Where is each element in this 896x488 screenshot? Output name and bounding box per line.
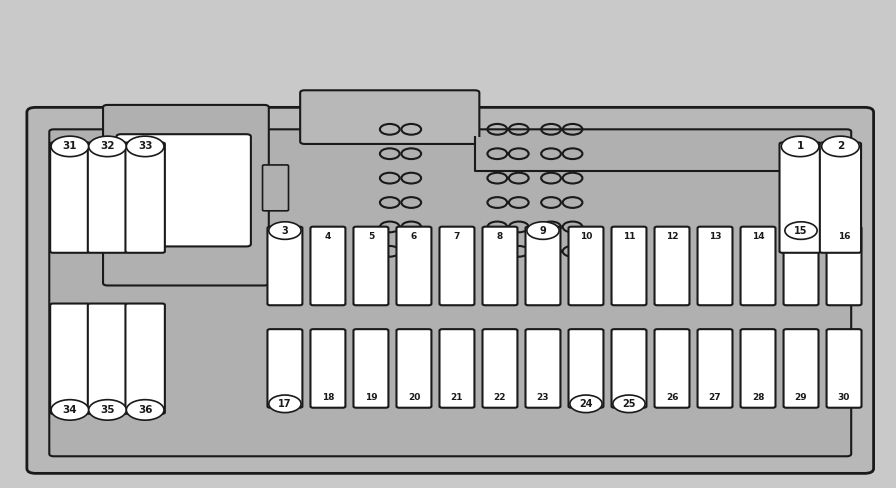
FancyBboxPatch shape (483, 329, 518, 408)
FancyBboxPatch shape (88, 304, 127, 414)
FancyBboxPatch shape (655, 226, 690, 305)
FancyBboxPatch shape (310, 226, 346, 305)
FancyBboxPatch shape (397, 226, 432, 305)
FancyBboxPatch shape (475, 137, 847, 171)
FancyBboxPatch shape (784, 329, 819, 408)
Circle shape (613, 395, 645, 413)
Text: 14: 14 (752, 232, 764, 242)
Text: 29: 29 (795, 393, 807, 402)
FancyBboxPatch shape (440, 329, 475, 408)
FancyBboxPatch shape (440, 226, 475, 305)
FancyBboxPatch shape (826, 226, 862, 305)
Circle shape (269, 222, 301, 240)
Text: 31: 31 (63, 142, 77, 151)
Text: 13: 13 (709, 232, 721, 242)
FancyBboxPatch shape (125, 304, 165, 414)
Circle shape (126, 400, 164, 420)
FancyBboxPatch shape (526, 226, 561, 305)
Circle shape (785, 222, 817, 240)
Text: 8: 8 (497, 232, 503, 242)
Text: 12: 12 (666, 232, 678, 242)
FancyBboxPatch shape (820, 142, 861, 253)
FancyBboxPatch shape (267, 226, 303, 305)
FancyBboxPatch shape (698, 226, 733, 305)
FancyBboxPatch shape (50, 142, 90, 253)
Text: 3: 3 (281, 225, 289, 236)
FancyBboxPatch shape (267, 329, 303, 408)
Text: 18: 18 (322, 393, 334, 402)
Circle shape (269, 395, 301, 413)
Circle shape (822, 136, 859, 157)
Text: 19: 19 (365, 393, 377, 402)
Text: 35: 35 (100, 405, 115, 415)
FancyBboxPatch shape (88, 142, 127, 253)
FancyBboxPatch shape (263, 165, 289, 211)
Text: 24: 24 (579, 399, 593, 409)
FancyBboxPatch shape (741, 329, 776, 408)
FancyBboxPatch shape (612, 226, 647, 305)
FancyBboxPatch shape (397, 329, 432, 408)
Text: 21: 21 (451, 393, 463, 402)
FancyBboxPatch shape (569, 329, 604, 408)
FancyBboxPatch shape (612, 329, 647, 408)
FancyBboxPatch shape (784, 226, 819, 305)
Text: 17: 17 (278, 399, 292, 409)
Text: 7: 7 (453, 232, 461, 242)
Circle shape (126, 136, 164, 157)
FancyBboxPatch shape (125, 142, 165, 253)
FancyBboxPatch shape (526, 329, 561, 408)
Text: 2: 2 (837, 142, 844, 151)
FancyBboxPatch shape (116, 134, 251, 246)
Text: 36: 36 (138, 405, 152, 415)
FancyBboxPatch shape (655, 329, 690, 408)
FancyBboxPatch shape (50, 304, 90, 414)
FancyBboxPatch shape (27, 107, 874, 473)
FancyBboxPatch shape (741, 226, 776, 305)
Text: 25: 25 (622, 399, 636, 409)
Text: 23: 23 (537, 393, 549, 402)
Text: 27: 27 (709, 393, 721, 402)
Text: 26: 26 (666, 393, 678, 402)
Text: 34: 34 (63, 405, 77, 415)
Text: 30: 30 (838, 393, 850, 402)
Circle shape (89, 136, 126, 157)
FancyBboxPatch shape (103, 105, 269, 285)
Circle shape (89, 400, 126, 420)
Text: 28: 28 (752, 393, 764, 402)
Circle shape (527, 222, 559, 240)
Text: 33: 33 (138, 142, 152, 151)
Circle shape (781, 136, 819, 157)
Text: 4: 4 (324, 232, 332, 242)
FancyBboxPatch shape (698, 329, 733, 408)
Circle shape (51, 400, 89, 420)
Text: 10: 10 (580, 232, 592, 242)
Text: 6: 6 (411, 232, 417, 242)
Text: 11: 11 (623, 232, 635, 242)
Text: 32: 32 (100, 142, 115, 151)
FancyBboxPatch shape (353, 226, 389, 305)
Text: 16: 16 (838, 232, 850, 242)
FancyBboxPatch shape (310, 329, 346, 408)
FancyBboxPatch shape (353, 329, 389, 408)
Text: 22: 22 (494, 393, 506, 402)
FancyBboxPatch shape (826, 329, 862, 408)
Text: 1: 1 (797, 142, 804, 151)
Circle shape (570, 395, 602, 413)
FancyBboxPatch shape (483, 226, 518, 305)
FancyBboxPatch shape (49, 129, 851, 456)
Text: 5: 5 (368, 232, 374, 242)
Text: 9: 9 (539, 225, 547, 236)
FancyBboxPatch shape (569, 226, 604, 305)
Text: 15: 15 (794, 225, 808, 236)
FancyBboxPatch shape (780, 142, 821, 253)
Text: 20: 20 (408, 393, 420, 402)
Circle shape (51, 136, 89, 157)
FancyBboxPatch shape (300, 90, 479, 144)
